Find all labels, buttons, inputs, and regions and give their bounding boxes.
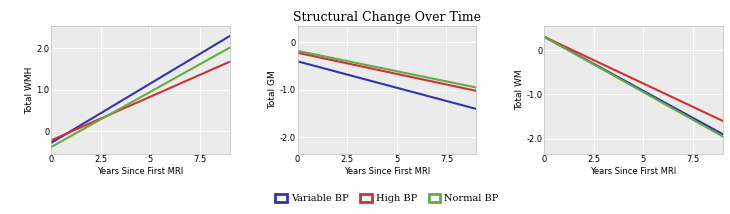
X-axis label: Years Since First MRI: Years Since First MRI xyxy=(97,167,183,176)
X-axis label: Years Since First MRI: Years Since First MRI xyxy=(344,167,430,176)
Y-axis label: Total GM: Total GM xyxy=(269,70,277,109)
Text: Structural Change Over Time: Structural Change Over Time xyxy=(293,11,481,24)
Legend: Variable BP, High BP, Normal BP: Variable BP, High BP, Normal BP xyxy=(272,190,502,207)
Y-axis label: Total WMH: Total WMH xyxy=(25,66,34,114)
Y-axis label: Total WM: Total WM xyxy=(515,70,524,110)
X-axis label: Years Since First MRI: Years Since First MRI xyxy=(591,167,677,176)
